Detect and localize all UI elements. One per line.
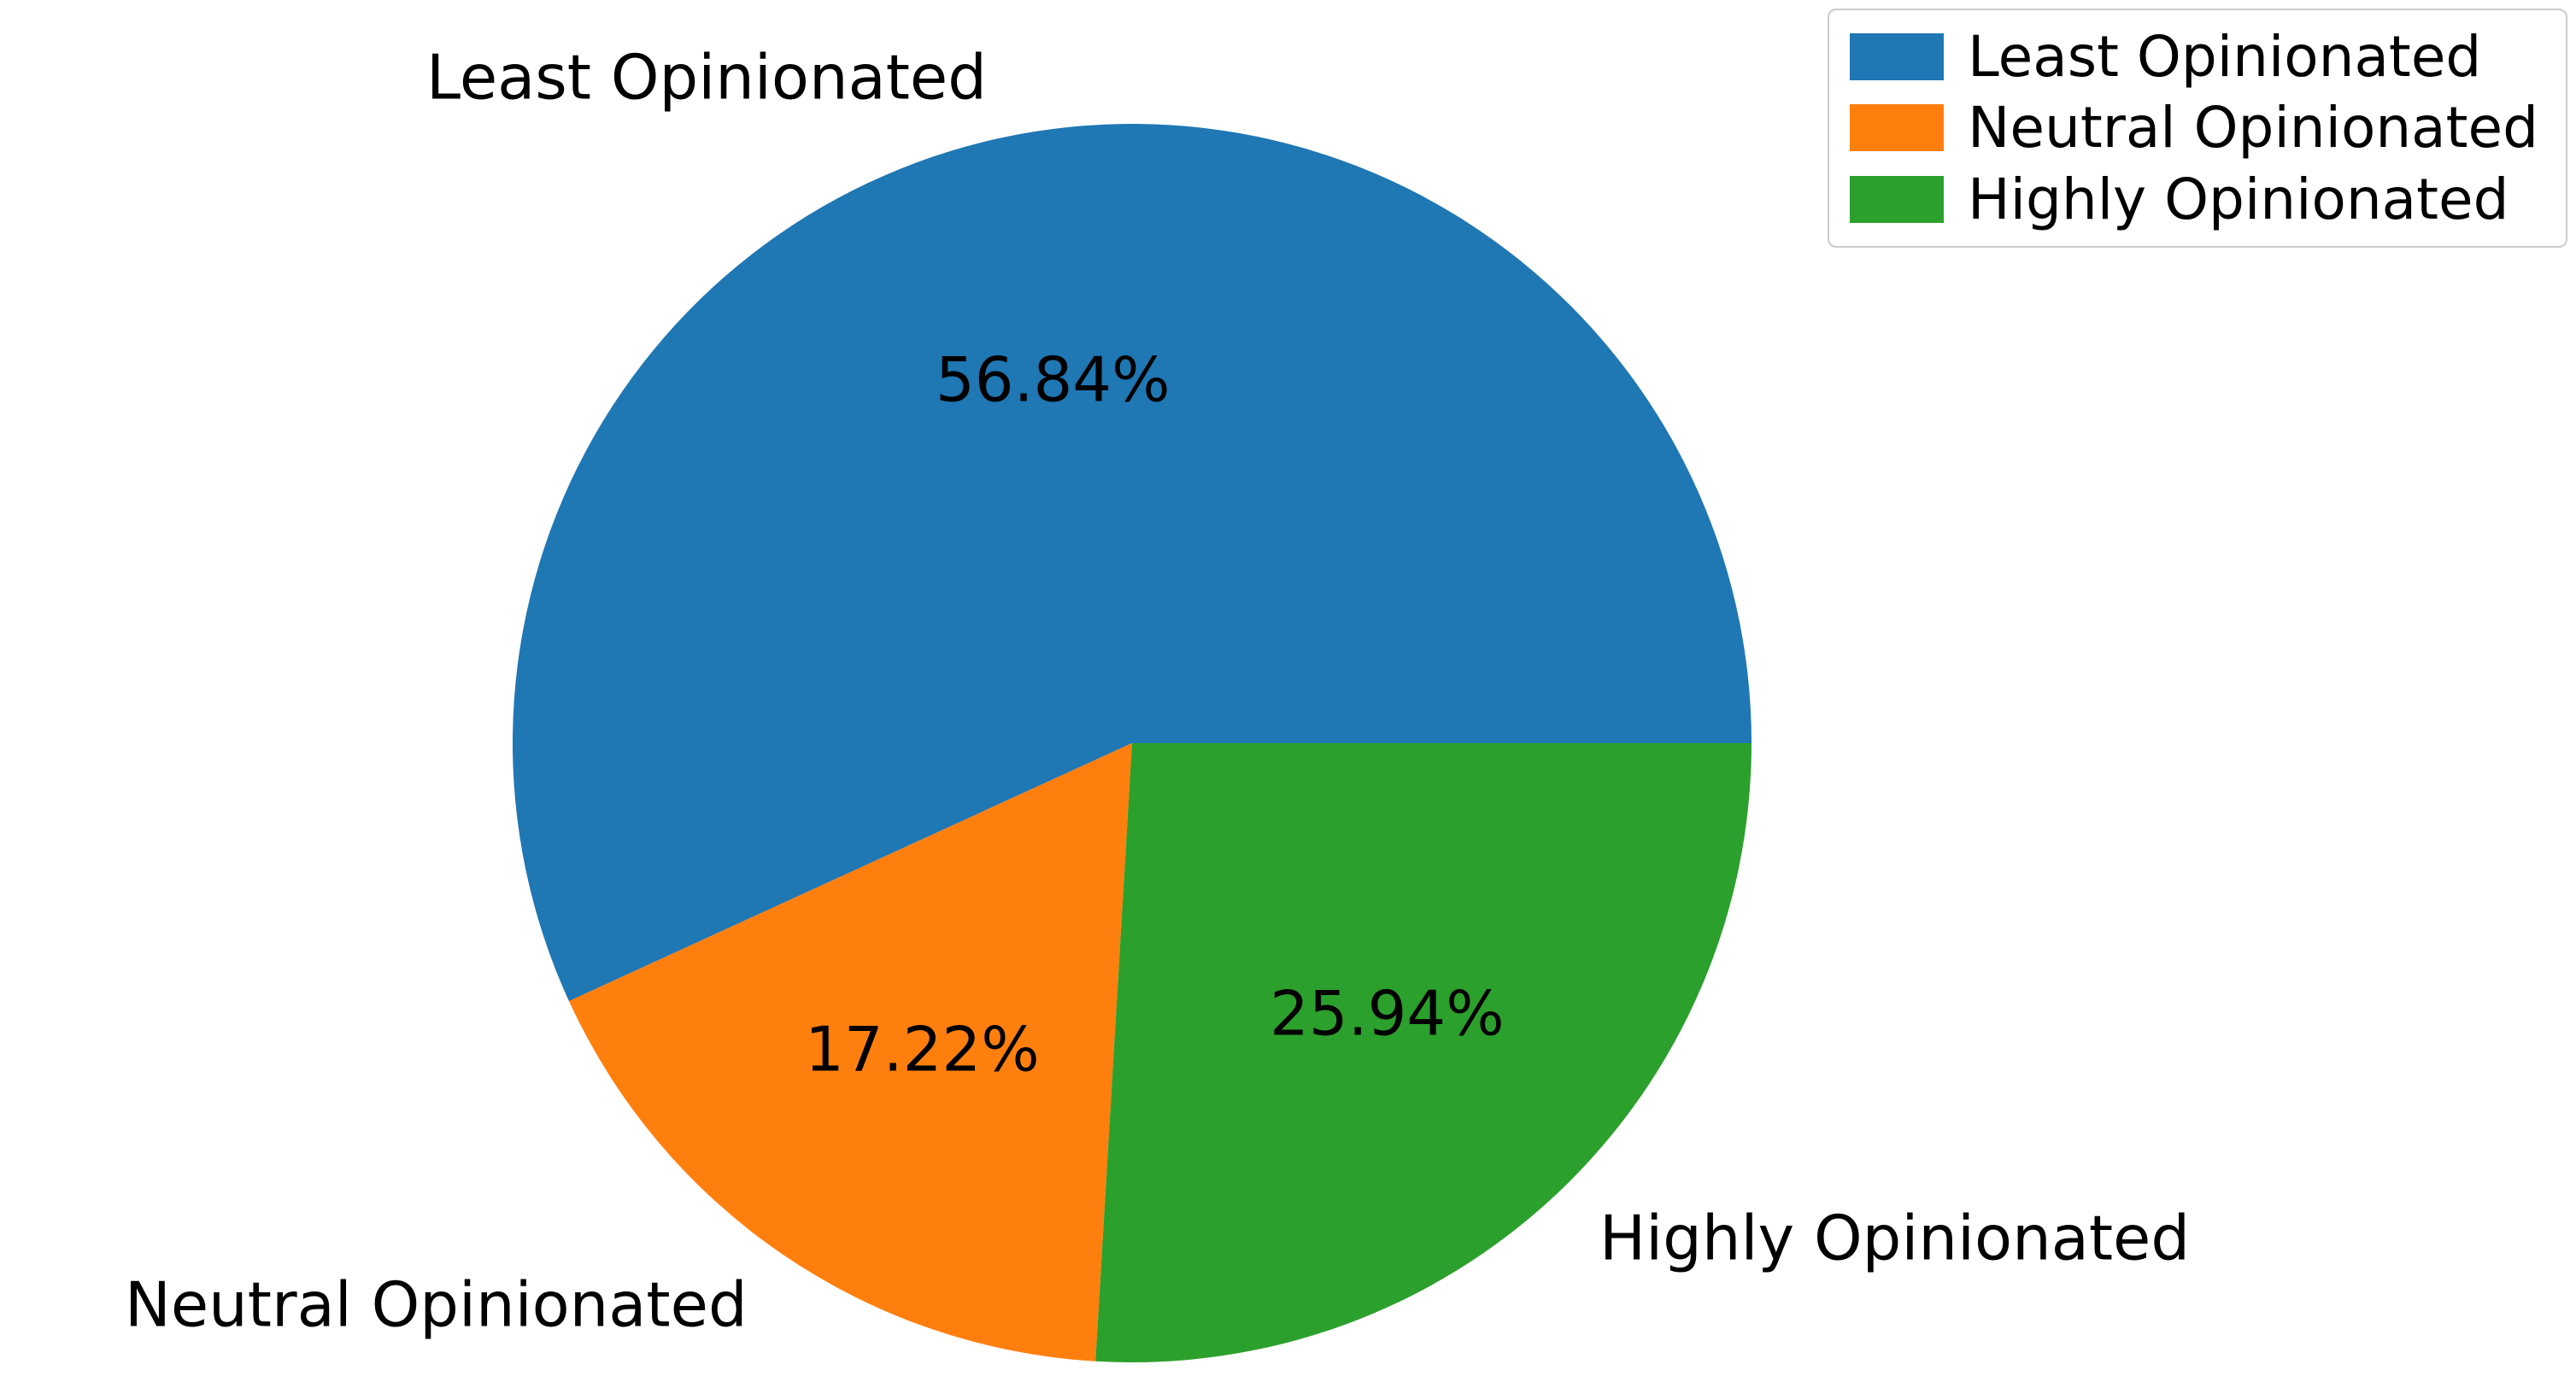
slice-percent-label-neutral-opinionated: 17.22% xyxy=(805,1013,1040,1086)
slice-outer-label-neutral-opinionated: Neutral Opinionated xyxy=(124,1268,748,1341)
pie-slice-2 xyxy=(1095,743,1752,1363)
legend: Least Opinionated Neutral Opinionated Hi… xyxy=(1828,9,2567,248)
pie-slice-0 xyxy=(513,124,1752,1002)
legend-label-highly-opinionated: Highly Opinionated xyxy=(1968,166,2509,232)
legend-swatch-highly-opinionated xyxy=(1850,175,1945,223)
slice-outer-label-highly-opinionated: Highly Opinionated xyxy=(1599,1202,2191,1274)
pie-slice-1 xyxy=(568,743,1132,1361)
slice-percent-label-least-opinionated: 56.84% xyxy=(935,343,1171,416)
slice-percent-label-highly-opinionated: 25.94% xyxy=(1270,976,1505,1049)
legend-swatch-neutral-opinionated xyxy=(1850,104,1945,152)
legend-label-neutral-opinionated: Neutral Opinionated xyxy=(1968,95,2538,161)
legend-label-least-opinionated: Least Opinionated xyxy=(1968,24,2482,90)
legend-swatch-least-opinionated xyxy=(1850,33,1945,81)
legend-item-neutral-opinionated: Neutral Opinionated xyxy=(1850,95,2538,161)
legend-item-highly-opinionated: Highly Opinionated xyxy=(1850,166,2538,232)
slice-outer-label-least-opinionated: Least Opinionated xyxy=(425,41,987,114)
legend-item-least-opinionated: Least Opinionated xyxy=(1850,27,2538,86)
